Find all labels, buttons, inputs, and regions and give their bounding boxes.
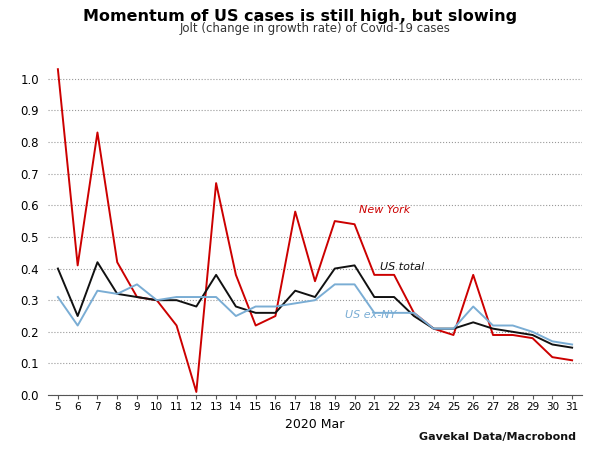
Title: Jolt (change in growth rate) of Covid-19 cases: Jolt (change in growth rate) of Covid-19… bbox=[179, 22, 451, 35]
Text: US ex-NY: US ex-NY bbox=[344, 310, 396, 320]
Text: US total: US total bbox=[380, 262, 425, 272]
Text: Gavekal Data/Macrobond: Gavekal Data/Macrobond bbox=[419, 432, 576, 442]
Text: New York: New York bbox=[359, 205, 410, 215]
X-axis label: 2020 Mar: 2020 Mar bbox=[286, 418, 344, 431]
Text: Momentum of US cases is still high, but slowing: Momentum of US cases is still high, but … bbox=[83, 9, 517, 24]
